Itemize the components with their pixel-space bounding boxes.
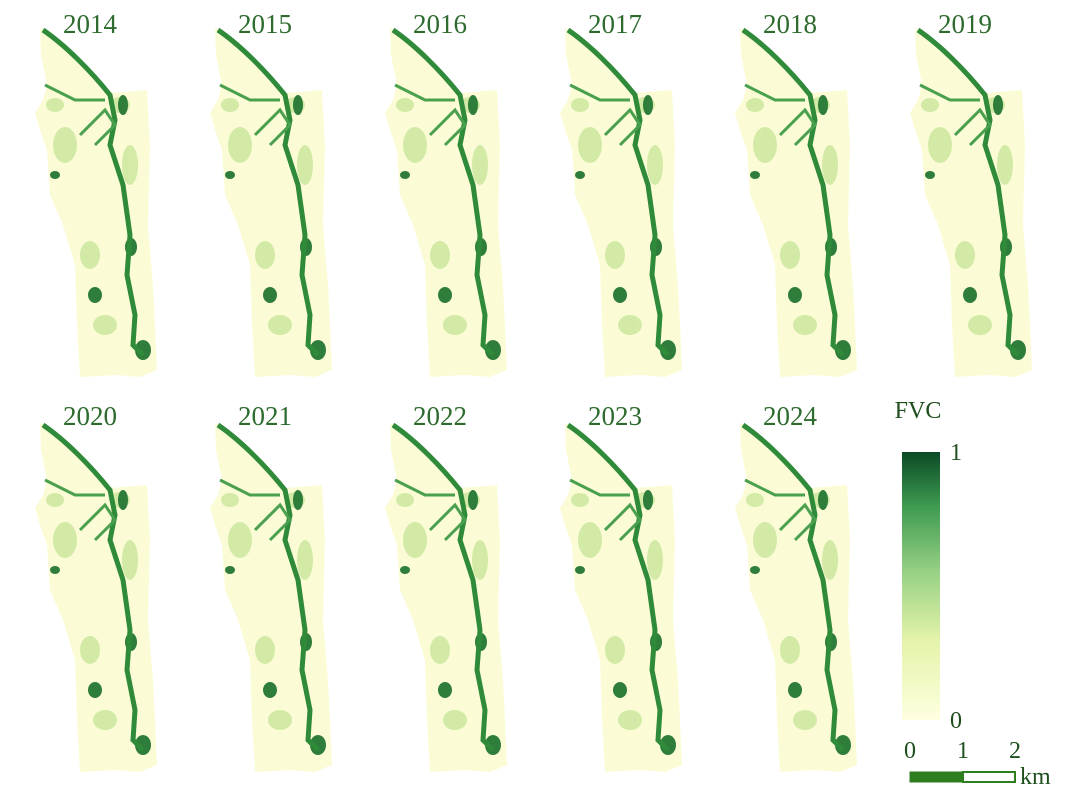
legend-min: 0 [950,708,962,734]
map-panel: 2022 [385,401,507,772]
scale-bar: 0 1 2 km [904,738,1051,790]
scale-segment [962,771,1016,783]
panel-year: 2020 [63,401,117,431]
panel-year: 2019 [938,9,992,39]
map-panel: 2021 [210,401,332,772]
scale-unit: km [1020,764,1051,790]
map-panel: 2017 [560,9,682,377]
panel-year: 2022 [413,401,467,431]
map-panel: 2016 [385,9,507,377]
panels: 2014 2015 2016 2017 2018 2019 2020 2021 2022 2023… [35,9,1032,772]
panel-year: 2023 [588,401,642,431]
map [35,423,157,772]
panel-year: 2016 [413,9,467,39]
map [560,423,682,772]
panel-year: 2014 [63,9,118,39]
scale-label: 2 [1009,738,1021,764]
map-panel: 2024 [735,401,857,772]
map-panel: 2015 [210,9,332,377]
map [735,423,857,772]
scale-segment [909,771,964,783]
map [210,423,332,772]
map [35,28,157,377]
panel-year: 2018 [763,9,817,39]
panel-year: 2021 [238,401,292,431]
map [210,28,332,377]
panel-year: 2017 [588,9,642,39]
map-panel: 2014 [35,9,157,377]
map [560,28,682,377]
map [385,423,507,772]
map [385,28,507,377]
panel-year: 2015 [238,9,292,39]
map-panel: 2023 [560,401,682,772]
map-panel: 2019 [910,9,1032,377]
map [735,28,857,377]
legend-title: FVC [895,398,942,424]
map-panel: 2020 [35,401,157,772]
scale-label: 0 [904,738,916,764]
scale-label: 1 [957,738,969,764]
map-panel: 2018 [735,9,857,377]
legend-max: 1 [950,440,962,466]
legend-colorbar [902,452,940,720]
map [910,28,1032,377]
panel-year: 2024 [763,401,818,431]
